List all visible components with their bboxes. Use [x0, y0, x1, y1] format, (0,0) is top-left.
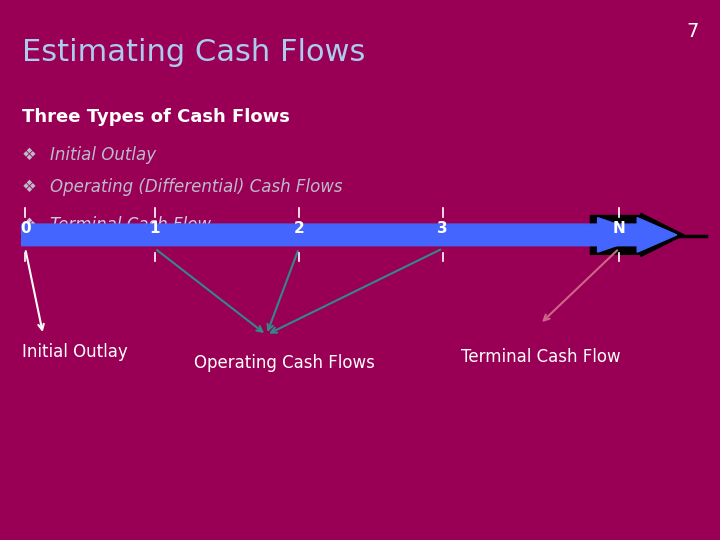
Text: Operating (Differential) Cash Flows: Operating (Differential) Cash Flows	[50, 178, 343, 196]
Text: Estimating Cash Flows: Estimating Cash Flows	[22, 38, 365, 67]
Text: N: N	[613, 221, 626, 236]
Text: ❖: ❖	[22, 146, 42, 164]
Text: ❖: ❖	[22, 216, 42, 234]
Text: 2: 2	[294, 221, 304, 236]
Text: Three Types of Cash Flows: Three Types of Cash Flows	[22, 108, 289, 126]
Text: 0: 0	[20, 221, 30, 236]
Text: Terminal Cash Flow: Terminal Cash Flow	[461, 348, 621, 366]
Text: 3: 3	[438, 221, 448, 236]
FancyArrow shape	[601, 218, 677, 252]
FancyArrow shape	[590, 213, 684, 256]
Text: Initial Outlay: Initial Outlay	[22, 343, 127, 361]
Text: 7: 7	[686, 22, 698, 40]
Text: 1: 1	[150, 221, 160, 236]
Text: Operating Cash Flows: Operating Cash Flows	[194, 354, 375, 372]
FancyArrow shape	[22, 218, 648, 252]
Text: ❖: ❖	[22, 178, 42, 196]
Text: Initial Outlay: Initial Outlay	[50, 146, 156, 164]
Text: Terminal Cash Flow: Terminal Cash Flow	[50, 216, 212, 234]
